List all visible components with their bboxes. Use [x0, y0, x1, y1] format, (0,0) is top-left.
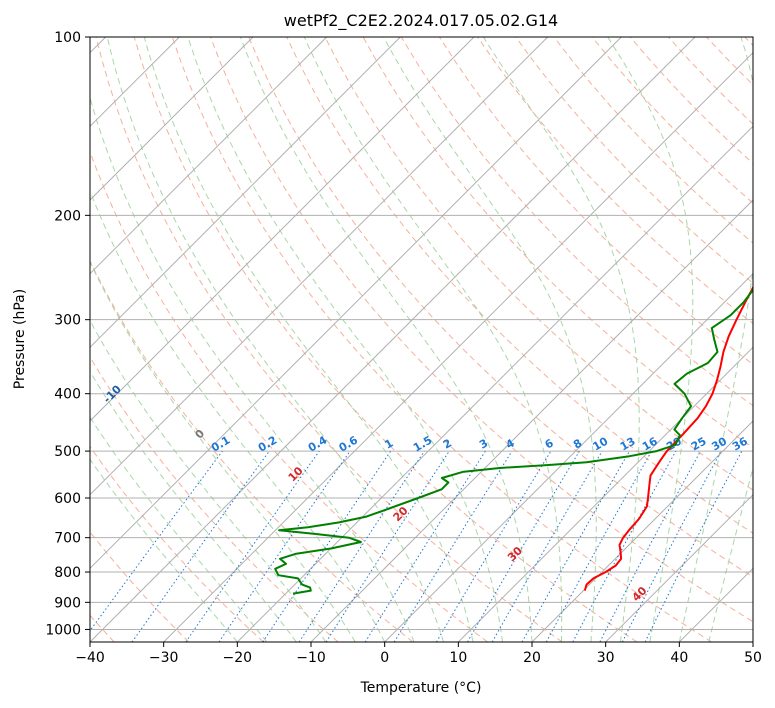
mixing-ratio-line: [644, 450, 743, 642]
dewpoint-line: [274, 288, 753, 595]
moist-adiabat-line: [90, 260, 356, 642]
mixing-ratio-line: [90, 450, 223, 632]
moist-adiabat-line: [90, 416, 268, 642]
mixing-ratio-line: [364, 450, 486, 642]
moist-adiabat-line: [482, 37, 640, 642]
moist-adiabat-line: [143, 37, 474, 642]
moist-adiabat-line: [90, 189, 386, 642]
isotherm-line: [752, 641, 753, 642]
axes: −40 −30 −20 −10 0 10 20 30 40 5010020030040050060…: [45, 30, 762, 666]
background-lines: [90, 37, 753, 642]
x-tick-label: 20: [523, 650, 541, 666]
y-tick-label: 1000: [45, 622, 81, 638]
x-tick-label: 50: [744, 650, 762, 666]
temperature-line: [583, 285, 753, 591]
dry-adiabat-line: [90, 150, 488, 642]
mixing-ratio-label: 6: [543, 436, 556, 451]
isotherm-line: [236, 125, 753, 642]
mixing-ratio-label: 2: [441, 437, 454, 452]
dry-adiabat-line: [90, 356, 339, 642]
mixing-ratio-line: [185, 450, 320, 642]
y-tick-label: 600: [54, 491, 81, 507]
moist-adiabat-line: [187, 37, 503, 642]
mixing-ratio-line: [131, 450, 270, 642]
moist-adiabat-line: [106, 37, 445, 642]
isotherm-line: [90, 37, 622, 570]
mixing-ratio-line: [467, 450, 580, 642]
isotherm-line: [384, 272, 753, 642]
isotherm-line: [310, 199, 753, 642]
x-tick-label: −30: [149, 650, 179, 666]
moist-adiabat-line: [90, 370, 297, 642]
y-tick-label: 300: [54, 313, 81, 329]
dry-adiabat-label: 0: [193, 427, 208, 442]
dry-adiabat-line: [90, 259, 414, 642]
moist-adiabat-line: [607, 37, 694, 642]
x-axis-label: Temperature (°C): [360, 680, 482, 696]
dry-adiabat-line: [95, 37, 563, 642]
moist-adiabat-line: [303, 37, 563, 642]
y-axis-label: Pressure (hPa): [12, 289, 28, 389]
y-tick-label: 900: [54, 595, 81, 611]
isotherm-line: [531, 420, 753, 642]
mixing-ratio-line: [262, 450, 392, 642]
mixing-ratio-line: [572, 450, 677, 642]
dry-adiabat-line: [248, 37, 753, 578]
mixing-ratio-line: [521, 450, 630, 642]
isotherm-line: [457, 346, 753, 642]
mixing-ratio-line: [325, 450, 450, 642]
mixing-ratio-line: [545, 450, 653, 642]
x-tick-label: 10: [449, 650, 467, 666]
mixing-ratio-line: [298, 450, 425, 642]
dry-adiabat-line: [90, 445, 264, 642]
isotherm-line: [90, 37, 549, 496]
dry-adiabat-line: [210, 37, 753, 623]
dry-adiabat-line: [133, 37, 638, 642]
dry-adiabat-line: [515, 37, 753, 284]
moist-adiabat-line: [239, 37, 533, 642]
isotherm-line: [605, 493, 753, 642]
dry-adiabat-line: [706, 37, 753, 86]
moist-adiabat-line: [383, 37, 597, 642]
dry-adiabat-line: [90, 531, 190, 642]
dry-adiabat-line: [286, 37, 753, 534]
moist-adiabat-line: [90, 458, 238, 642]
x-tick-label: 30: [597, 650, 615, 666]
isotherm-line: [90, 37, 696, 642]
isotherm-line: [90, 37, 328, 275]
y-tick-label: 100: [54, 30, 81, 46]
dry-adiabat-line: [171, 37, 712, 642]
y-tick-label: 800: [54, 565, 81, 581]
isotherm-line: [90, 37, 254, 201]
dry-adiabat-line: [744, 37, 753, 47]
moist-adiabat-line: [678, 37, 753, 642]
isotherm-line: [163, 51, 753, 642]
isotherm-line: [90, 37, 475, 422]
x-tick-label: 0: [380, 650, 389, 666]
plot-frame: [89, 36, 754, 643]
sounding-series: [274, 285, 753, 595]
x-tick-label: −10: [296, 650, 326, 666]
moist-adiabat-line: [708, 466, 753, 642]
line-labels: 0.10.20.40.611.52346810131620253036-100-…: [101, 382, 751, 604]
y-tick-label: 400: [54, 387, 81, 403]
x-tick-label: −20: [223, 650, 253, 666]
mixing-ratio-label: 4: [504, 436, 517, 451]
y-tick-label: 500: [54, 444, 81, 460]
mixing-ratio-line: [218, 450, 351, 642]
dry-adiabat-line: [668, 37, 753, 125]
moist-adiabat-line: [90, 319, 327, 642]
mixing-ratio-line: [393, 450, 513, 642]
dry-adiabat-label: -10: [101, 382, 124, 405]
dry-adiabat-label: 30: [505, 544, 525, 564]
y-tick-label: 200: [54, 208, 81, 224]
x-tick-label: −40: [75, 650, 105, 666]
y-tick-label: 700: [54, 531, 81, 547]
dry-adiabat-line: [553, 37, 753, 244]
chart-title: wetPf2_C2E2.2024.017.05.02.G14: [284, 11, 558, 31]
isotherm-line: [90, 37, 401, 349]
x-tick-label: 40: [670, 650, 688, 666]
